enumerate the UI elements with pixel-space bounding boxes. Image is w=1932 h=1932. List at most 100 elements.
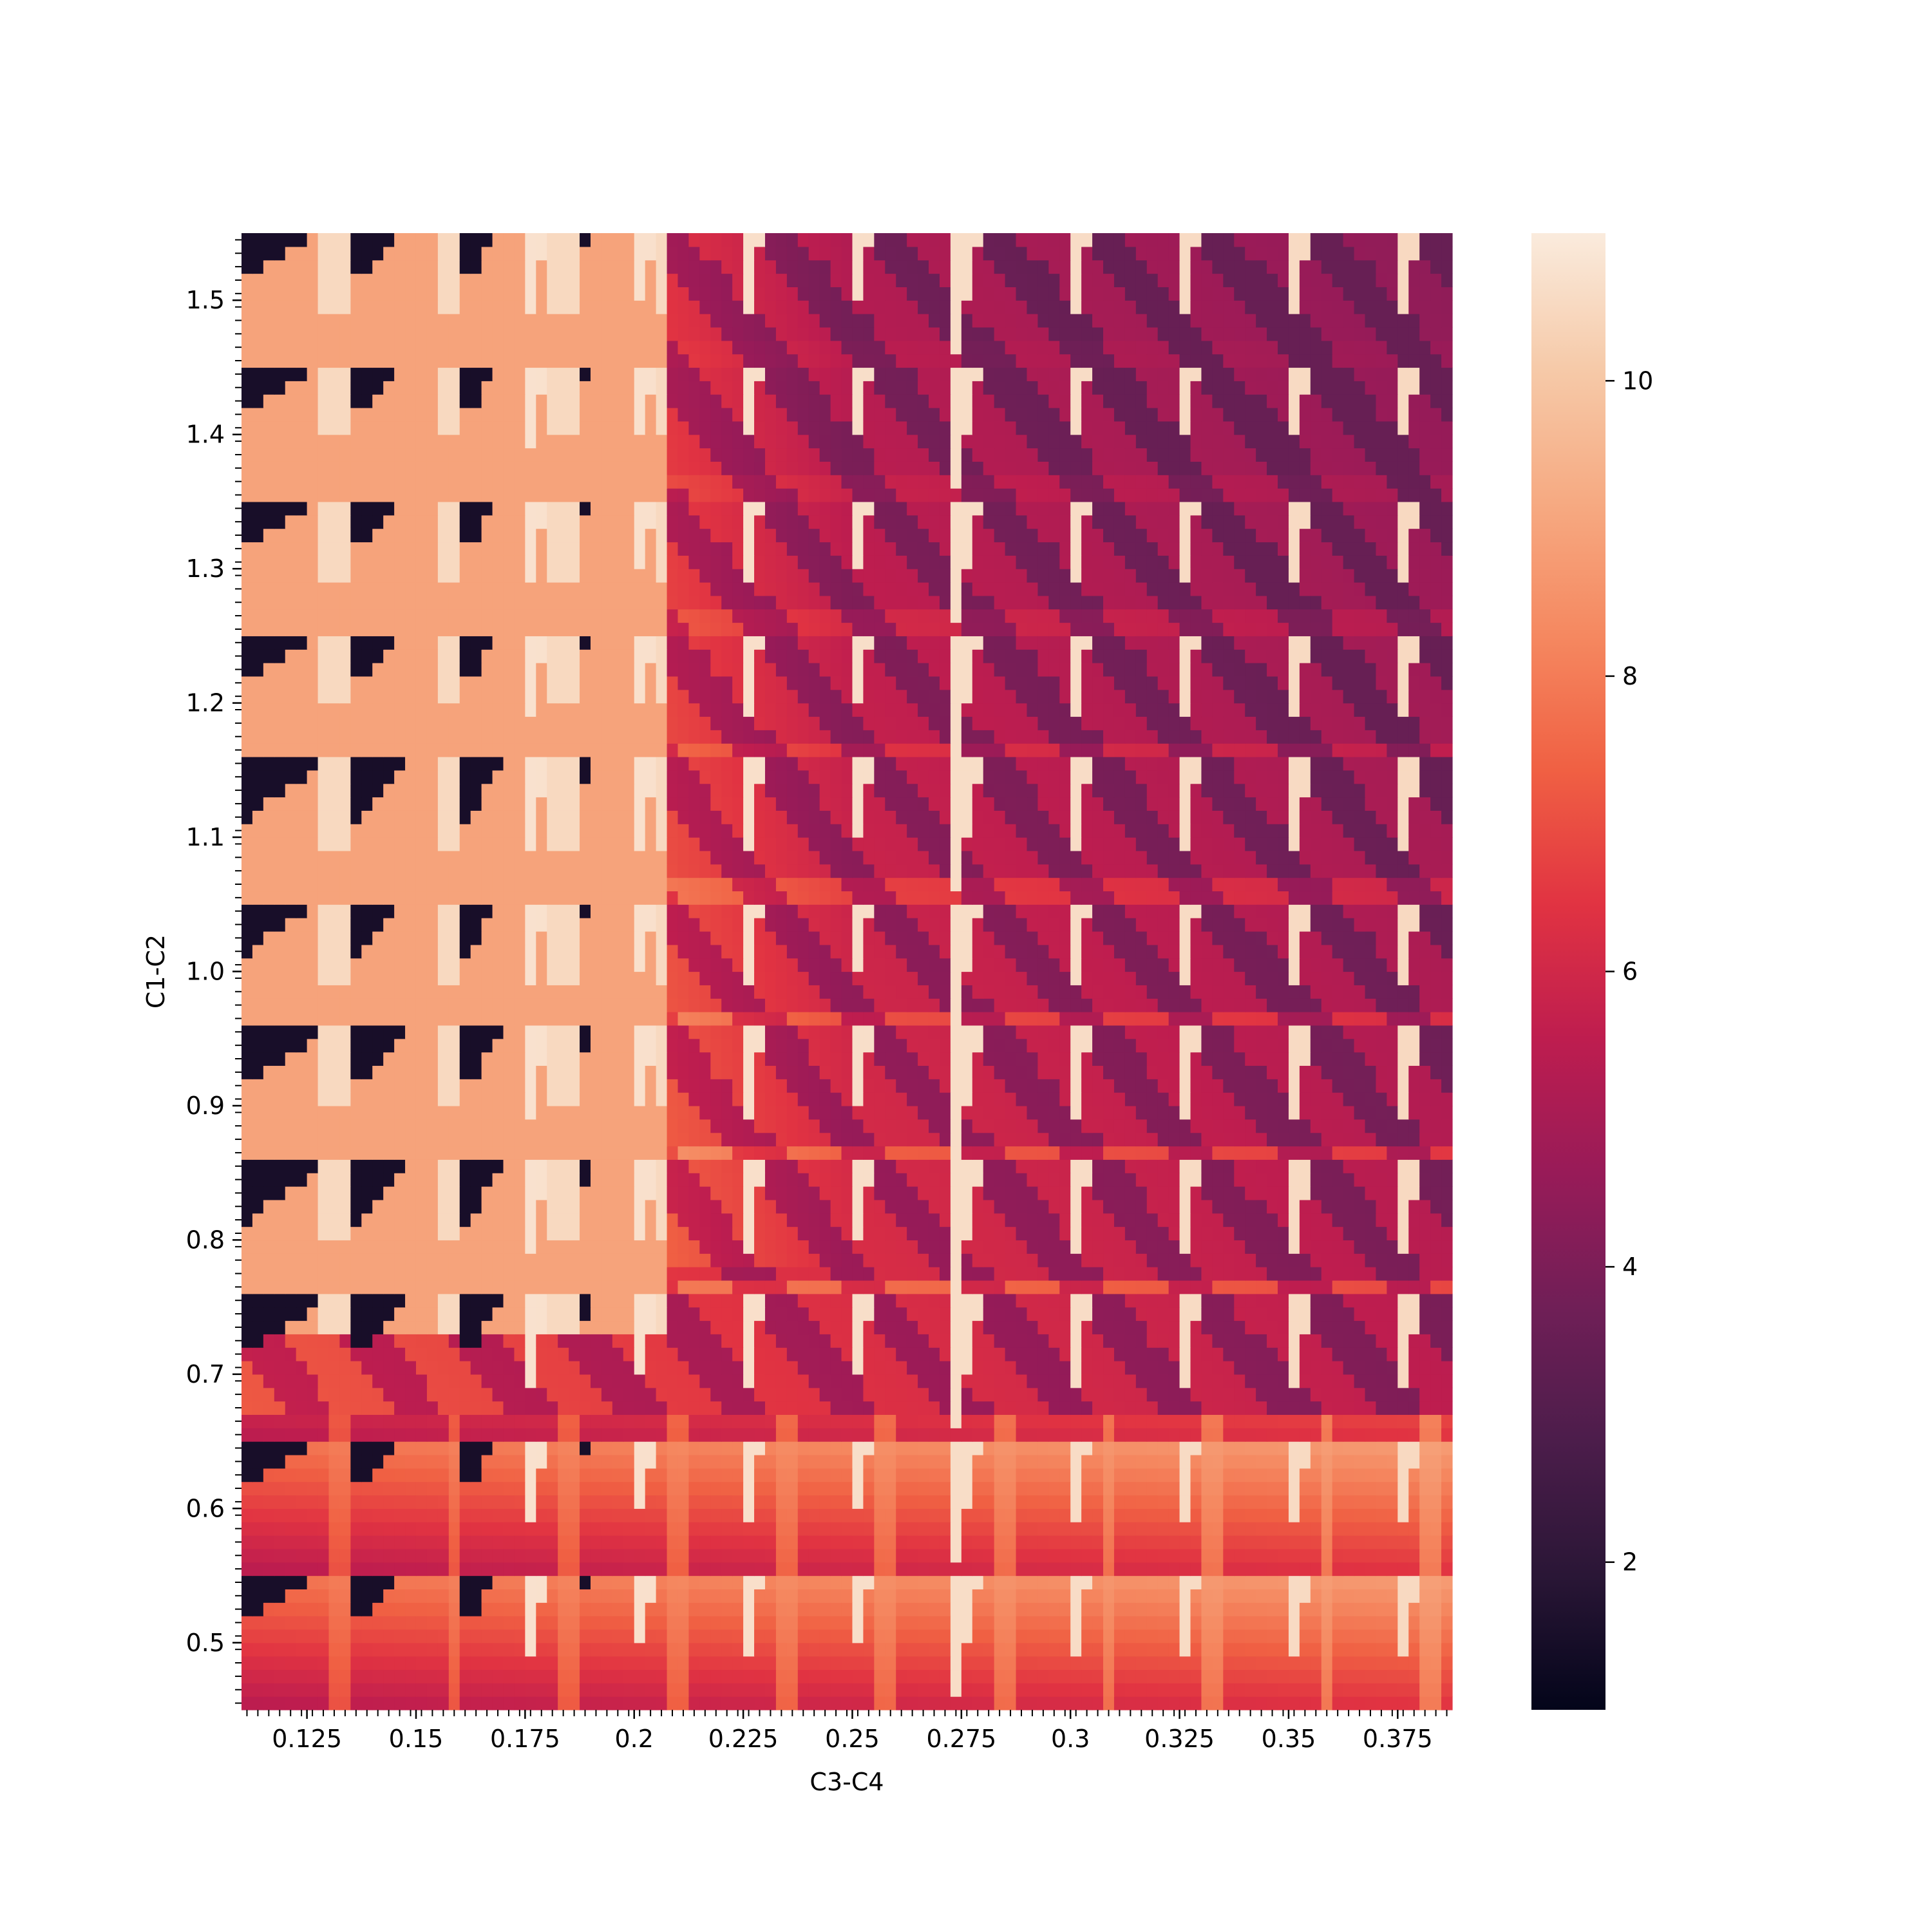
heatmap-cell — [841, 1401, 853, 1415]
heatmap-cell — [1419, 1267, 1431, 1281]
heatmap-cell — [590, 1669, 602, 1683]
heatmap-cell — [1016, 1508, 1028, 1522]
heatmap-cell — [569, 1535, 580, 1549]
heatmap-cell — [547, 1105, 558, 1120]
heatmap-cell — [1146, 1226, 1159, 1241]
heatmap-cell — [667, 1495, 679, 1509]
heatmap-cell — [1037, 1428, 1049, 1442]
heatmap-cell — [307, 1105, 319, 1120]
heatmap-cell — [1332, 1589, 1344, 1603]
heatmap-cell — [874, 1508, 886, 1522]
heatmap-cell — [514, 1307, 526, 1321]
heatmap-cell — [1441, 1199, 1453, 1214]
heatmap-cell — [383, 1267, 395, 1281]
heatmap-cell — [1408, 1562, 1420, 1577]
heatmap-cell — [263, 1105, 275, 1120]
heatmap-cell — [1245, 1334, 1256, 1348]
heatmap-cell — [775, 1307, 788, 1321]
heatmap-cell — [1103, 1159, 1115, 1173]
heatmap-cell — [481, 1361, 493, 1375]
heatmap-cell — [732, 1173, 744, 1187]
heatmap-cell — [961, 1253, 973, 1267]
heatmap-cell — [786, 1226, 799, 1241]
heatmap-cell — [699, 1253, 711, 1267]
heatmap-cell — [514, 1361, 526, 1375]
heatmap-cell — [1212, 1495, 1224, 1509]
heatmap-cell — [448, 1280, 460, 1294]
heatmap-cell — [754, 1589, 766, 1603]
heatmap-cell — [983, 1320, 995, 1334]
heatmap-cell — [1299, 1213, 1311, 1227]
heatmap-cell — [1278, 1213, 1289, 1227]
heatmap-cell — [677, 1361, 690, 1375]
heatmap-cell — [514, 1334, 526, 1348]
heatmap-cell — [580, 1240, 591, 1254]
heatmap-cell — [252, 1267, 264, 1281]
heatmap-cell — [1005, 1213, 1017, 1227]
heatmap-cell — [1299, 1401, 1311, 1415]
heatmap-cell — [1059, 1293, 1071, 1308]
heatmap-cell — [1234, 1468, 1245, 1482]
heatmap-cell — [699, 1481, 711, 1496]
heatmap-cell — [361, 1535, 373, 1549]
heatmap-cell — [721, 1616, 733, 1630]
heatmap-cell — [863, 1683, 875, 1697]
heatmap-cell — [317, 1575, 330, 1589]
heatmap-cell — [1135, 1387, 1148, 1402]
heatmap-cell — [623, 1428, 635, 1442]
heatmap-cell — [274, 1414, 286, 1428]
heatmap-cell — [1234, 1481, 1245, 1496]
heatmap-cell — [1343, 1267, 1355, 1281]
heatmap-cell — [1179, 1696, 1191, 1710]
heatmap-cell — [634, 1629, 646, 1643]
heatmap-cell — [328, 1522, 341, 1536]
heatmap-cell — [1124, 1589, 1137, 1603]
heatmap-cell — [1234, 1213, 1245, 1227]
heatmap-cell — [350, 1334, 362, 1348]
heatmap-cell — [1070, 1320, 1082, 1334]
heatmap-cell — [656, 1441, 668, 1455]
heatmap-cell — [1223, 1495, 1235, 1509]
heatmap-cell — [525, 1293, 536, 1308]
heatmap-cell — [874, 1656, 886, 1671]
heatmap-cell — [1016, 1213, 1028, 1227]
heatmap-cell — [863, 1213, 875, 1227]
heatmap-cell — [907, 1119, 918, 1133]
heatmap-cell — [415, 1616, 428, 1630]
heatmap-cell — [1408, 1602, 1420, 1616]
heatmap-cell — [677, 1119, 690, 1133]
heatmap-cell — [721, 1414, 733, 1428]
heatmap-cell — [1179, 1119, 1191, 1133]
heatmap-cell — [1397, 1548, 1409, 1563]
heatmap-cell — [918, 1468, 929, 1482]
heatmap-cell — [1441, 1548, 1453, 1563]
heatmap-cell — [764, 1361, 777, 1375]
heatmap-cell — [274, 1642, 286, 1657]
heatmap-cell — [1419, 1535, 1431, 1549]
heatmap-cell — [274, 1669, 286, 1683]
heatmap-cell — [242, 1642, 253, 1657]
heatmap-cell — [808, 1468, 820, 1482]
heatmap-cell — [1135, 1105, 1148, 1120]
heatmap-cell — [1256, 1307, 1267, 1321]
heatmap-cell — [492, 1642, 504, 1657]
heatmap-cell — [852, 1414, 864, 1428]
heatmap-cell — [1376, 1267, 1387, 1281]
heatmap-cell — [328, 1414, 341, 1428]
heatmap-cell — [732, 1669, 744, 1683]
heatmap-cell — [1365, 1267, 1377, 1281]
heatmap-cell — [645, 1428, 657, 1442]
heatmap-cell — [426, 1696, 439, 1710]
heatmap-cell — [1048, 1562, 1060, 1577]
heatmap-cell — [1212, 1656, 1224, 1671]
heatmap-cell — [688, 1105, 700, 1120]
heatmap-cell — [874, 1347, 886, 1361]
heatmap-cell — [1234, 1562, 1245, 1577]
heatmap-cell — [612, 1575, 624, 1589]
heatmap-cell — [448, 1522, 460, 1536]
heatmap-cell — [481, 1414, 493, 1428]
heatmap-cell — [743, 1522, 755, 1536]
heatmap-cell — [710, 1575, 722, 1589]
heatmap-cell — [590, 1240, 602, 1254]
heatmap-cell — [383, 1226, 395, 1241]
